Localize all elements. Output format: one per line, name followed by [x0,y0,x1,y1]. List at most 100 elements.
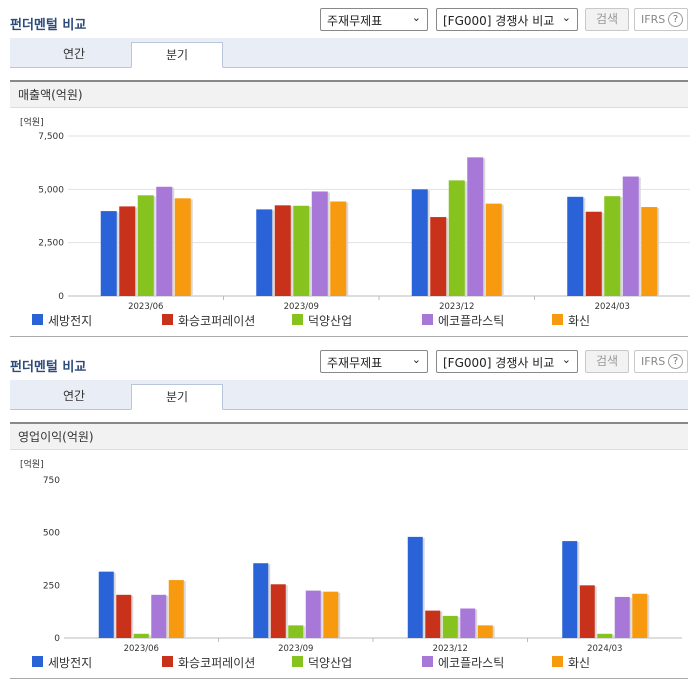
bar [425,610,441,638]
period-tabs: 연간 분기 [10,380,688,410]
bar [448,180,465,296]
legend-label: 에코플라스틱 [438,656,505,670]
statement-select-value: 주재무제표 [327,14,383,28]
search-button[interactable]: 검색 [585,350,629,373]
bar [98,571,114,638]
bar [407,536,423,638]
bar [567,196,584,296]
x-tick-label: 2023/12 [433,644,468,654]
legend-swatch [422,656,433,667]
revenue-bar-chart: [억원] 0 2,500 5,000 7,500 2023/06 2023/09 2023/1… [20,116,690,312]
bar [585,211,602,296]
legend-label: 에코플라스틱 [438,314,505,328]
legend-swatch [422,314,433,325]
legend-swatch [292,314,303,325]
panel-header: 펀더멘털 비교 주재무제표 ⌄ [FG000] 경쟁사 비교 ⌄ 검색 IFRS… [0,8,696,36]
bar [151,594,167,638]
x-tick-label: 2023/09 [284,302,319,312]
chevron-down-icon: ⌄ [561,11,571,24]
bar [485,203,502,296]
tab-quarterly[interactable]: 분기 [131,42,223,68]
panel-header: 펀더멘털 비교 주재무제표 ⌄ [FG000] 경쟁사 비교 ⌄ 검색 IFRS… [0,350,696,378]
bar [119,206,136,296]
bar [133,633,149,638]
bar [256,209,273,296]
ifrs-label: IFRS [641,355,666,368]
bar [614,596,630,638]
peer-compare-select-value: [FG000] 경쟁사 비교 [443,356,555,370]
tab-annual[interactable]: 연간 [62,389,86,403]
tab-annual[interactable]: 연간 [62,47,86,61]
legend-label: 화신 [568,656,591,670]
bar [579,585,595,638]
bar [137,195,154,296]
statement-select[interactable]: 주재무제표 ⌄ [320,8,428,31]
y-tick-label: 0 [58,292,64,302]
section-title: 영업이익(억원) [10,422,688,450]
bar [641,207,658,296]
bar [323,591,339,638]
panel-divider [10,678,688,679]
y-tick-label: 250 [43,581,60,591]
panel-divider [10,336,688,337]
legend-swatch [162,314,173,325]
bar [467,157,484,296]
peer-compare-select[interactable]: [FG000] 경쟁사 비교 ⌄ [436,8,578,31]
axis-unit-label: [억원] [20,116,44,128]
x-tick-label: 2023/06 [128,302,163,312]
chart-legend: 세방전지 화승코퍼레이션 덕양산업 에코플라스틱 화신 [10,654,690,670]
bar [442,615,458,638]
peer-compare-select[interactable]: [FG000] 경쟁사 비교 ⌄ [436,350,578,373]
help-icon: ? [668,12,683,27]
bar [460,608,476,638]
peer-compare-select-value: [FG000] 경쟁사 비교 [443,14,555,28]
legend-swatch [162,656,173,667]
legend-label: 세방전지 [48,656,93,670]
legend-label: 덕양산업 [308,656,353,670]
x-tick-label: 2023/09 [278,644,313,654]
y-tick-label: 0 [54,634,60,644]
bar [168,580,184,638]
statement-select[interactable]: 주재무제표 ⌄ [320,350,428,373]
ifrs-button[interactable]: IFRS ? [634,350,688,373]
panel-title: 펀더멘털 비교 [10,18,87,33]
legend-label: 덕양산업 [308,314,353,328]
statement-select-value: 주재무제표 [327,356,383,370]
search-button[interactable]: 검색 [585,8,629,31]
bar [288,625,304,638]
bar [100,211,117,296]
legend-swatch [552,314,563,325]
bar [330,201,347,296]
legend-swatch [32,314,43,325]
x-tick-label: 2023/06 [124,644,159,654]
fundamental-panel-revenue: 펀더멘털 비교 주재무제표 ⌄ [FG000] 경쟁사 비교 ⌄ 검색 IFRS… [0,8,696,337]
y-tick-label: 5,000 [38,185,64,195]
x-tick-label: 2024/03 [587,644,622,654]
x-tick-label: 2024/03 [595,302,630,312]
y-tick-label: 500 [43,529,60,539]
legend-label: 화승코퍼레이션 [178,656,256,670]
bar [430,217,447,296]
legend-label: 화승코퍼레이션 [178,314,256,328]
ifrs-button[interactable]: IFRS ? [634,8,688,31]
bar [477,625,493,638]
bar [174,198,191,296]
y-tick-label: 2,500 [38,239,64,249]
section-title: 매출액(억원) [10,80,688,108]
y-tick-label: 7,500 [38,132,64,142]
legend-swatch [292,656,303,667]
bar [270,584,286,638]
panel-title: 펀더멘털 비교 [10,360,87,375]
axis-unit-label: [억원] [20,458,44,470]
bar [116,594,132,638]
chart-legend: 세방전지 화승코퍼레이션 덕양산업 에코플라스틱 화신 [10,312,690,328]
bar [311,191,328,296]
bar [562,541,578,638]
bar [604,196,621,296]
bar [156,186,173,296]
chevron-down-icon: ⌄ [411,11,421,24]
tab-quarterly[interactable]: 분기 [131,384,223,410]
bar [253,563,269,638]
bar [597,633,613,638]
operating-profit-bar-chart: [억원] 0 250 500 750 2023/06 2023/09 2023/12 2024/… [20,458,682,654]
